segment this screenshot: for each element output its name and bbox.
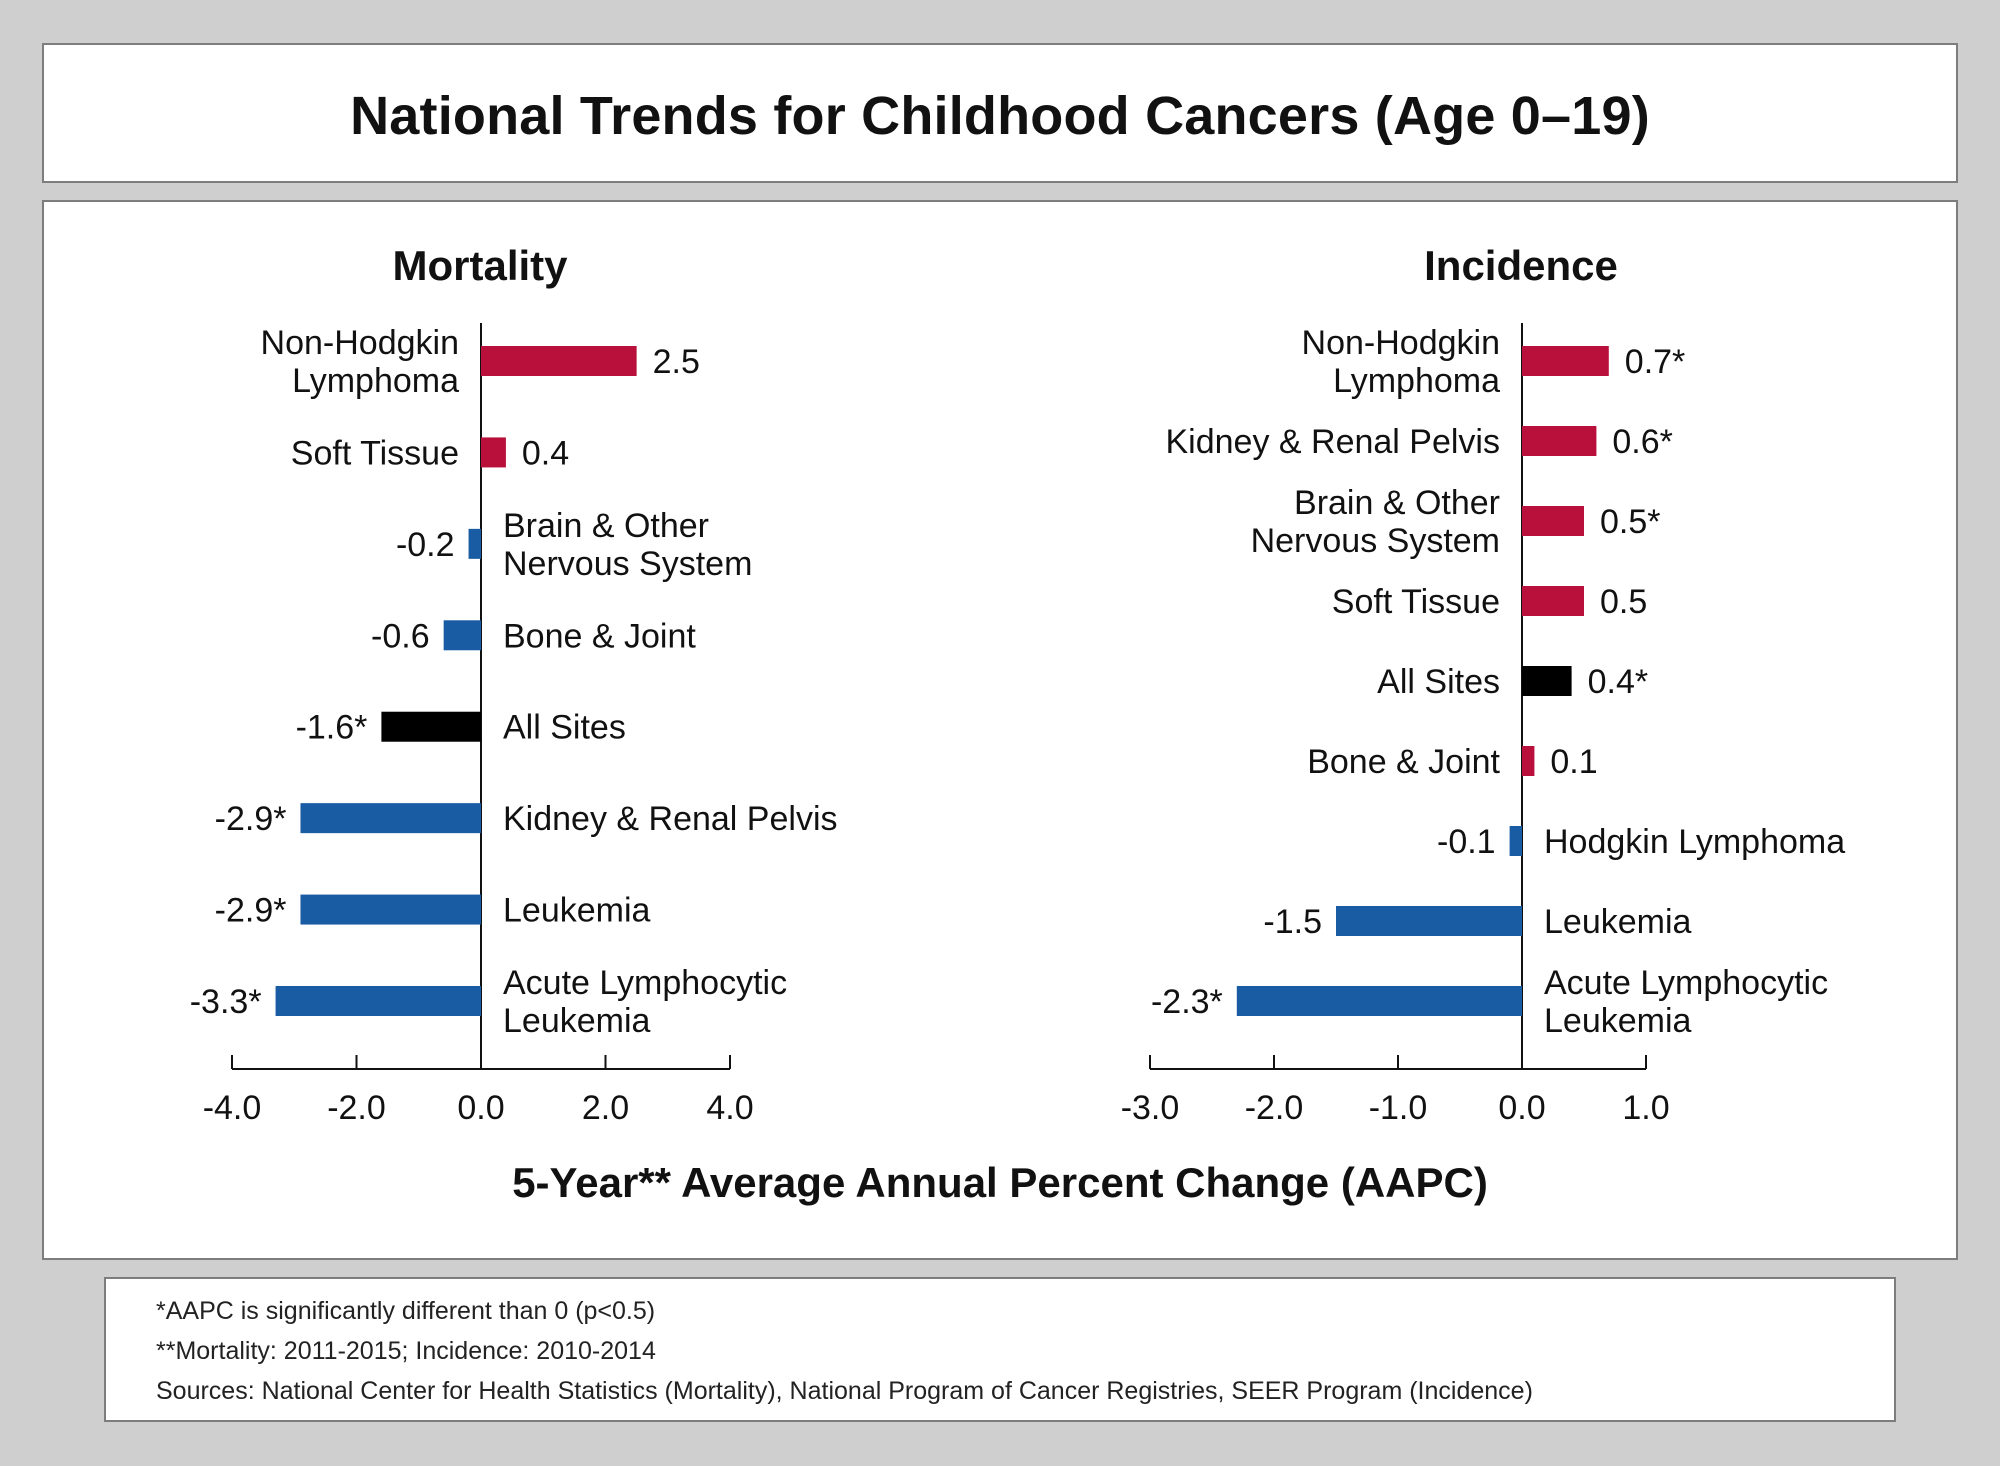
mortality-value-label: -0.6: [371, 617, 430, 655]
incidence-bar: [1522, 746, 1535, 776]
incidence-value-label: -0.1: [1437, 823, 1496, 861]
mortality-category-label: Acute Lymphocytic Leukemia: [503, 964, 787, 1040]
charts-svg: Mortality -4.0 -2.0 0.0 2.0 4.0 2.5 Non-Hodgkin…: [190, 242, 1845, 1206]
incidence-x-tick-label: -3.0: [1121, 1089, 1180, 1127]
incidence-bar: [1522, 586, 1584, 616]
mortality-bar: [481, 437, 506, 468]
mortality-category-label: Leukemia: [503, 892, 651, 930]
incidence-category-label-line: Hodgkin Lymphoma: [1544, 823, 1845, 861]
mortality-bar: [275, 986, 481, 1016]
mortality-value-label: -2.9*: [215, 892, 287, 930]
mortality-category-label: Soft Tissue: [291, 434, 459, 472]
mortality-value-label: -2.9*: [215, 800, 287, 838]
incidence-category-label: Non-Hodgkin Lymphoma: [1302, 324, 1501, 400]
incidence-category-label-line: Soft Tissue: [1332, 583, 1500, 621]
mortality-x-tick-label: 4.0: [706, 1089, 753, 1127]
footnote-sources: Sources: National Center for Health Stat…: [156, 1377, 1533, 1405]
incidence-value-label: 0.6*: [1612, 423, 1673, 461]
incidence-value-label: -2.3*: [1151, 983, 1223, 1021]
incidence-category-label: Hodgkin Lymphoma: [1544, 823, 1845, 861]
incidence-category-label-line: Kidney & Renal Pelvis: [1165, 423, 1500, 461]
mortality-title: Mortality: [392, 242, 568, 289]
mortality-bar: [443, 620, 481, 651]
mortality-category-label: Bone & Joint: [503, 617, 696, 655]
mortality-category-label-line: Lymphoma: [292, 362, 459, 400]
mortality-bar: [300, 803, 481, 834]
incidence-category-label-line: Acute Lymphocytic: [1544, 964, 1828, 1002]
mortality-value-label: -1.6*: [296, 709, 368, 747]
incidence-category-label-line: Lymphoma: [1333, 362, 1500, 400]
mortality-category-label-line: Kidney & Renal Pelvis: [503, 800, 838, 838]
incidence-category-label-line: Nervous System: [1251, 522, 1500, 560]
incidence-x-tick-label: 1.0: [1622, 1089, 1669, 1127]
incidence-category-label: Soft Tissue: [1332, 583, 1500, 621]
mortality-value-label: -3.3*: [190, 983, 262, 1021]
mortality-bar: [300, 894, 481, 925]
incidence-category-label: Acute Lymphocytic Leukemia: [1544, 964, 1828, 1040]
incidence-category-label-line: Non-Hodgkin: [1302, 324, 1500, 362]
incidence-bar: [1522, 666, 1572, 696]
incidence-category-label: All Sites: [1377, 663, 1500, 701]
incidence-category-label-line: Leukemia: [1544, 903, 1692, 941]
mortality-value-label: 0.4: [522, 434, 569, 472]
mortality-bar: [468, 528, 481, 559]
mortality-x-tick-label: 2.0: [582, 1089, 629, 1127]
incidence-value-label: 0.5*: [1600, 503, 1661, 541]
mortality-bar: [381, 711, 481, 742]
mortality-category-label-line: Non-Hodgkin: [261, 324, 459, 362]
incidence-x-tick-label: -2.0: [1245, 1089, 1304, 1127]
mortality-x-tick-label: -4.0: [203, 1089, 262, 1127]
title-panel: National Trends for Childhood Cancers (A…: [42, 43, 1958, 183]
mortality-category-label-line: Acute Lymphocytic: [503, 964, 787, 1002]
mortality-category-label-line: Soft Tissue: [291, 434, 459, 472]
footnote-periods: **Mortality: 2011-2015; Incidence: 2010-…: [156, 1337, 656, 1365]
incidence-value-label: 0.5: [1600, 583, 1647, 621]
mortality-bar: [481, 346, 637, 376]
incidence-category-label-line: All Sites: [1377, 663, 1500, 701]
incidence-x-tick-label: 0.0: [1498, 1089, 1545, 1127]
mortality-category-label-line: All Sites: [503, 709, 626, 747]
mortality-x-tick-label: 0.0: [457, 1089, 504, 1127]
incidence-bar: [1336, 906, 1522, 936]
incidence-bar: [1522, 426, 1597, 456]
mortality-category-label: All Sites: [503, 709, 626, 747]
incidence-category-label-line: Bone & Joint: [1307, 743, 1500, 781]
incidence-bar: [1522, 346, 1609, 376]
incidence-title: Incidence: [1424, 242, 1618, 289]
incidence-category-label: Brain & Other Nervous System: [1251, 484, 1500, 560]
x-axis-label: 5-Year** Average Annual Percent Change (…: [512, 1159, 1488, 1206]
incidence-value-label: 0.4*: [1588, 663, 1649, 701]
incidence-category-label: Kidney & Renal Pelvis: [1165, 423, 1500, 461]
incidence-category-label-line: Brain & Other: [1294, 484, 1500, 522]
incidence-value-label: 0.7*: [1625, 343, 1686, 381]
footnote-significance: *AAPC is significantly different than 0 …: [156, 1297, 656, 1325]
incidence-category-label: Leukemia: [1544, 903, 1692, 941]
chart-title: National Trends for Childhood Cancers (A…: [350, 86, 1650, 146]
incidence-bar: [1509, 826, 1522, 856]
mortality-category-label-line: Nervous System: [503, 545, 752, 583]
incidence-category-label-line: Leukemia: [1544, 1002, 1692, 1040]
incidence-value-label: -1.5: [1263, 903, 1322, 941]
incidence-bar: [1236, 986, 1522, 1016]
mortality-category-label-line: Leukemia: [503, 1002, 651, 1040]
incidence-bar: [1522, 506, 1584, 536]
notes-panel: *AAPC is significantly different than 0 …: [104, 1277, 1896, 1422]
incidence-value-label: 0.1: [1550, 743, 1597, 781]
mortality-category-label-line: Bone & Joint: [503, 617, 696, 655]
chart-panel: Mortality -4.0 -2.0 0.0 2.0 4.0 2.5 Non-Hodgkin…: [42, 200, 1958, 1260]
mortality-value-label: -0.2: [396, 526, 455, 564]
mortality-x-tick-label: -2.0: [327, 1089, 386, 1127]
mortality-category-label: Brain & Other Nervous System: [503, 507, 752, 583]
mortality-category-label-line: Brain & Other: [503, 507, 709, 545]
mortality-category-label: Kidney & Renal Pelvis: [503, 800, 838, 838]
incidence-x-tick-label: -1.0: [1369, 1089, 1428, 1127]
incidence-category-label: Bone & Joint: [1307, 743, 1500, 781]
mortality-category-label-line: Leukemia: [503, 892, 651, 930]
mortality-category-label: Non-Hodgkin Lymphoma: [261, 324, 460, 400]
mortality-value-label: 2.5: [653, 343, 700, 381]
